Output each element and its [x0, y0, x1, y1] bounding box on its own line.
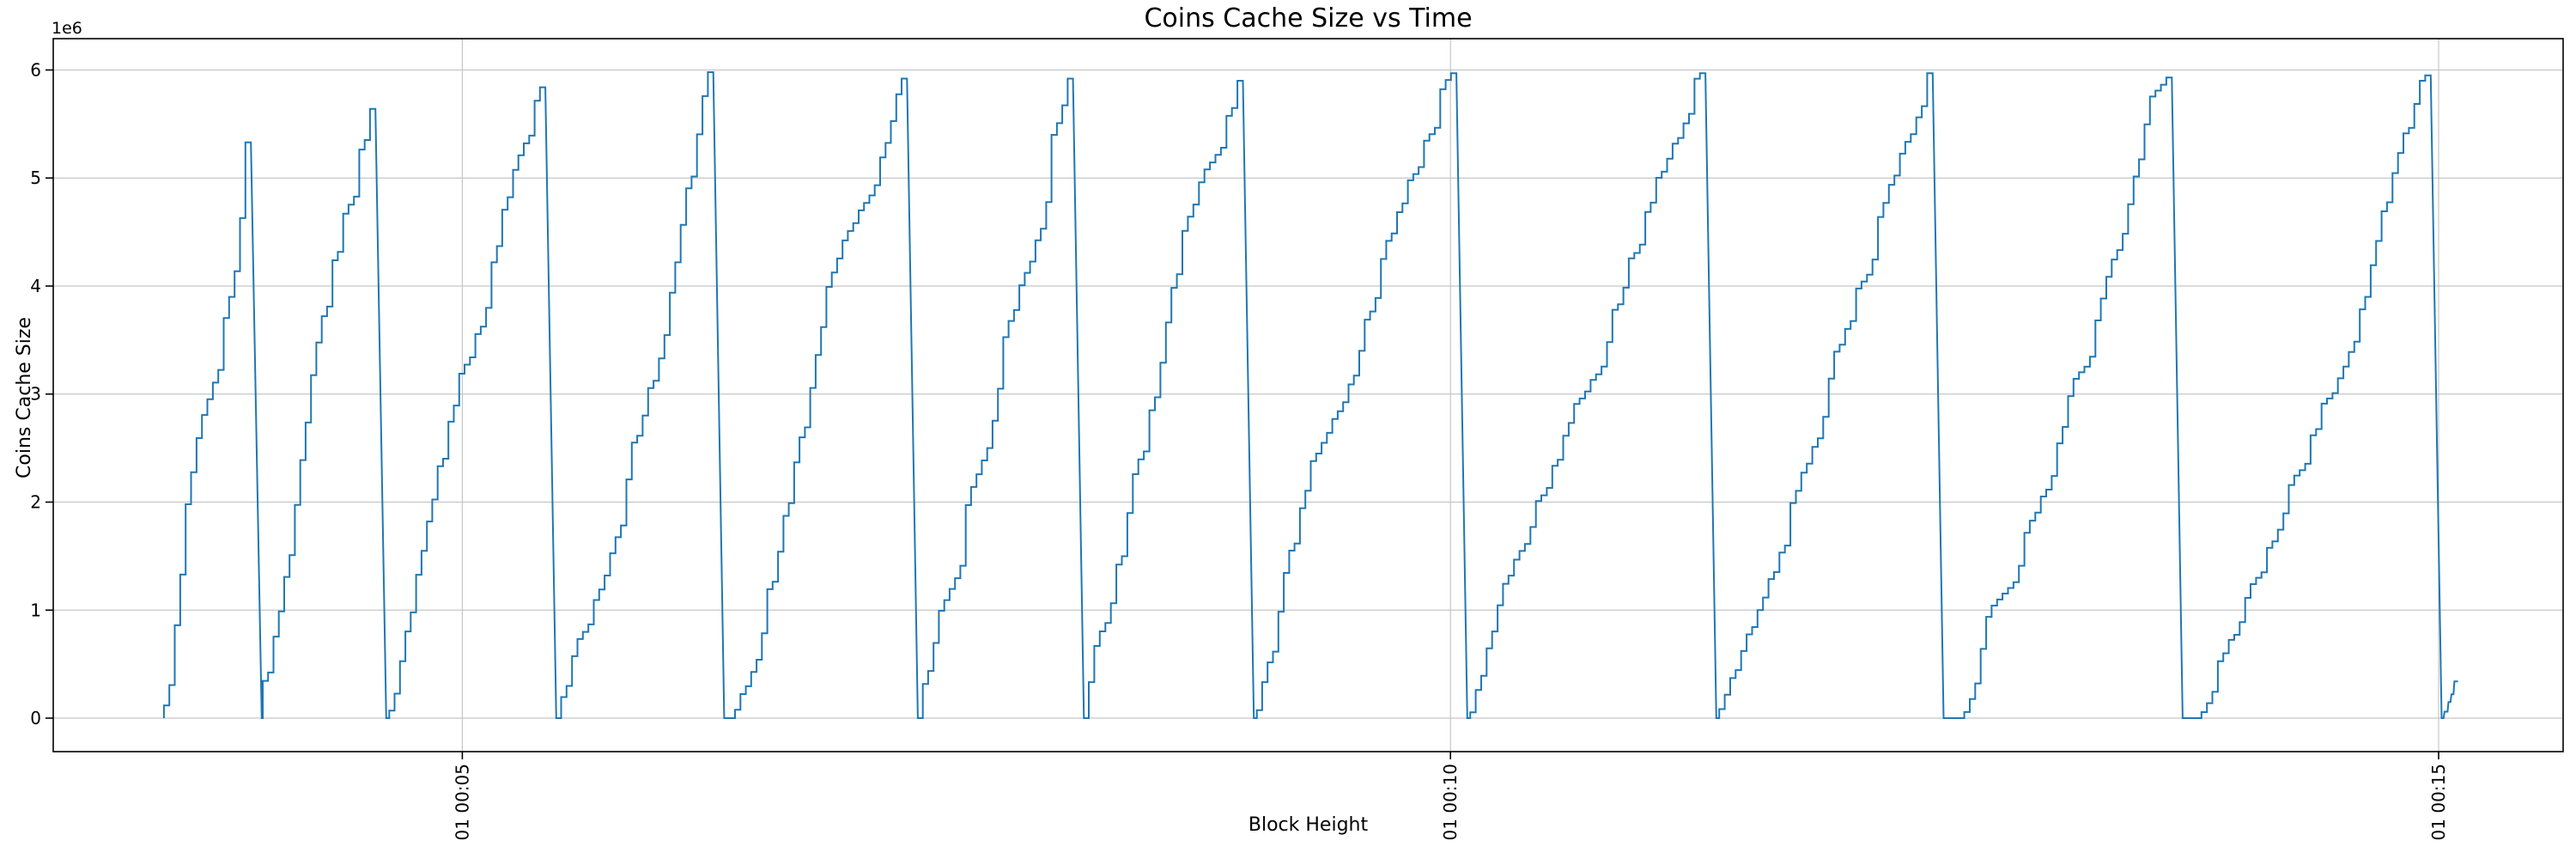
x-tick-label: 01 00:10 [1440, 764, 1461, 840]
series-line-coins-cache-size [162, 71, 2458, 719]
y-tick-label: 0 [30, 708, 41, 728]
x-tick-label: 01 00:05 [452, 764, 472, 840]
y-tick-label: 1 [30, 600, 41, 620]
y-tick-label: 5 [30, 168, 41, 188]
x-tick-label: 01 00:15 [2428, 764, 2449, 840]
y-tick-label: 6 [30, 59, 41, 80]
y-tick-label: 4 [30, 276, 41, 296]
y-tick-label: 2 [30, 492, 41, 513]
x-axis-label: Block Height [1248, 814, 1369, 836]
axes-spines [52, 38, 2564, 752]
y-axis-offset-text: 1e6 [52, 19, 82, 38]
y-tick-label: 3 [30, 384, 41, 405]
y-axis-label: Coins Cache Size [14, 317, 35, 478]
chart-title: Coins Cache Size vs Time [1144, 3, 1473, 34]
